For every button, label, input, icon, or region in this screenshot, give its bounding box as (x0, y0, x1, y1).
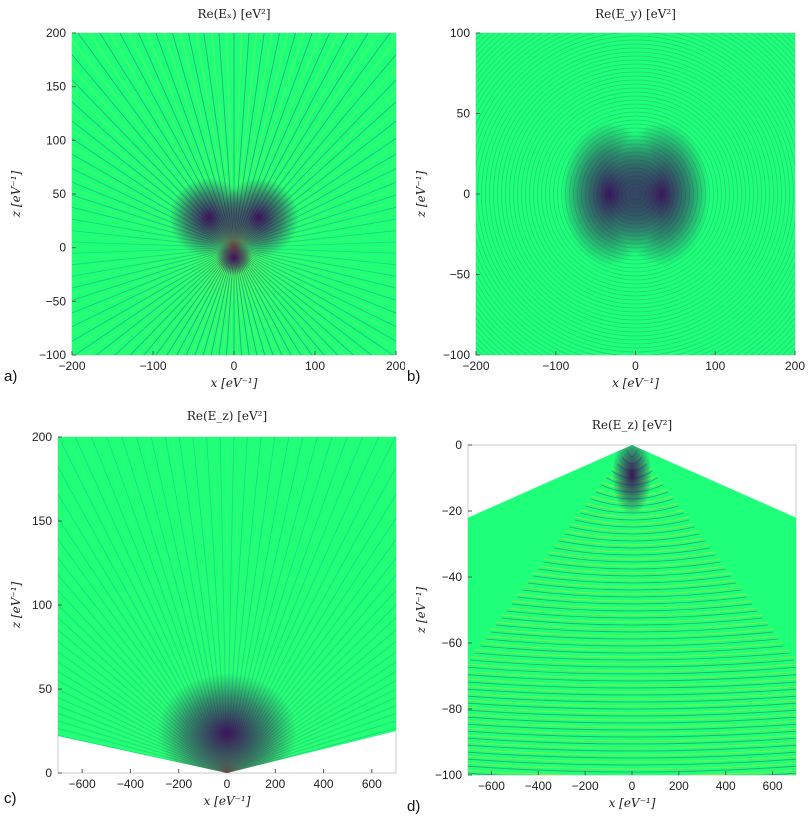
y-tick-label: −80 (442, 702, 463, 716)
x-axis-label: x [eV⁻¹] (609, 796, 656, 810)
y-tick-label: 100 (46, 133, 66, 147)
x-tick-label: 600 (763, 779, 783, 793)
y-tick-label: 50 (53, 187, 67, 201)
y-tick-label: 200 (32, 430, 52, 444)
x-tick-label: −200 (58, 359, 85, 373)
x-tick-label: 200 (386, 359, 405, 373)
x-tick-label: 200 (669, 779, 689, 793)
y-tick-label: −40 (442, 570, 463, 584)
y-tick-label: 200 (46, 26, 66, 40)
panel-label-b: b) (407, 368, 421, 385)
y-tick-label: 50 (39, 682, 53, 696)
y-axis-label: z [eV⁻¹] (9, 581, 23, 629)
heatmap-b: Re(E_y) [eV²]−200 −100 0 100 200−100−5005010… (414, 7, 805, 390)
panel-label-c: c) (4, 790, 17, 807)
y-tick-label: −60 (442, 636, 463, 650)
panel-a: Re(Eₓ) [eV²] −200 −100 0 100 200 −100 −50 0 50 100… (0, 0, 405, 400)
y-tick-label: 150 (32, 514, 52, 528)
y-tick-label: −20 (442, 504, 463, 518)
y-tick-label: 100 (450, 26, 470, 40)
x-tick-label: 400 (314, 777, 334, 791)
x-axis-label: x [eV⁻¹] (211, 376, 258, 390)
panel-b: Re(E_y) [eV²] −200 −100 0 100 200 −100 −50 0 50 10… (405, 0, 810, 400)
heatmap-field (468, 445, 796, 775)
y-axis-label: z [eV⁻¹] (414, 170, 428, 218)
y-tick-label: 50 (457, 107, 471, 121)
y-tick-label: 100 (32, 598, 52, 612)
heatmap-field (72, 33, 396, 355)
x-tick-label: −100 (139, 359, 166, 373)
y-axis-label: z [eV⁻¹] (414, 586, 428, 634)
heatmap-a: Re(Eₓ) [eV²]−200 −100 0 100 200−100−50050100… (9, 7, 405, 390)
x-tick-label: −200 (572, 779, 599, 793)
y-tick-label: 0 (463, 187, 470, 201)
panel-c: Re(E_z) [eV²] −600 −400 −200 0 200 400 600 0 50 10… (0, 405, 405, 826)
panel-d: Re(E_z) [eV²] −600 −400 −200 0 200 400 600 −100−… (405, 405, 810, 826)
x-tick-label: −600 (69, 777, 96, 791)
panel-label-d: d) (407, 798, 421, 815)
x-tick-label: 0 (224, 777, 231, 791)
y-tick-label: −50 (46, 294, 67, 308)
heatmap-field (476, 33, 795, 355)
y-tick-label: −50 (450, 268, 471, 282)
y-tick-label: 150 (46, 80, 66, 94)
y-tick-label: 0 (455, 438, 462, 452)
heatmap-field (58, 437, 396, 773)
chart-title: Re(E_y) [eV²] (595, 7, 676, 21)
x-tick-label: 100 (305, 359, 325, 373)
x-tick-label: −200 (462, 359, 489, 373)
heatmap-c: Re(E_z) [eV²] −600 −400 −200 0 200 400 600 0 50 10… (9, 409, 397, 808)
y-tick-label: 0 (59, 241, 66, 255)
chart-title: Re(E_z) [eV²] (592, 418, 672, 432)
x-tick-label: 200 (265, 777, 285, 791)
x-tick-label: 600 (362, 777, 382, 791)
y-tick-label: −100 (39, 348, 66, 362)
y-tick-label: 0 (45, 766, 52, 780)
x-tick-label: 0 (632, 359, 639, 373)
heatmap-d: Re(E_z) [eV²]−600 −400 −200 0 200 400 600−100−… (414, 418, 797, 810)
x-tick-label: −600 (478, 779, 505, 793)
x-tick-label: 200 (785, 359, 805, 373)
x-tick-label: 400 (716, 779, 736, 793)
x-axis-label: x [eV⁻¹] (612, 376, 659, 390)
y-axis-label: z [eV⁻¹] (9, 170, 23, 218)
chart-title: Re(Eₓ) [eV²] (197, 7, 270, 21)
x-tick-label: −400 (525, 779, 552, 793)
x-tick-label: 0 (231, 359, 238, 373)
x-tick-label: −100 (542, 359, 569, 373)
chart-title: Re(E_z) [eV²] (187, 409, 267, 423)
y-tick-label: −100 (443, 348, 470, 362)
x-tick-label: −200 (165, 777, 192, 791)
x-tick-label: 100 (705, 359, 725, 373)
x-tick-label: 0 (629, 779, 636, 793)
y-tick-label: −100 (435, 768, 462, 782)
x-tick-label: −400 (117, 777, 144, 791)
panel-label-a: a) (4, 368, 18, 385)
x-axis-label: x [eV⁻¹] (204, 794, 251, 808)
